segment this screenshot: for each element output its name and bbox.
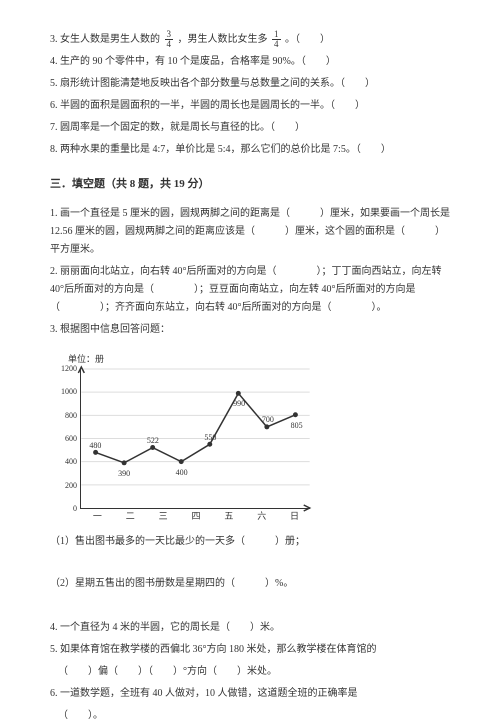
- fill-q6a: 6. 一道数学题，全班有 40 人做对，10 人做错，这道题全班的正确率是: [50, 685, 450, 703]
- line-chart: 0200400600800100012004803905224005509907…: [80, 369, 310, 509]
- x-axis-label: 六: [257, 508, 266, 524]
- y-axis-label: 1000: [53, 385, 77, 399]
- q3-post: 。（ ）: [285, 34, 330, 45]
- q3-mid: ，男生人数比女生多: [178, 34, 268, 45]
- y-axis-label: 0: [53, 502, 77, 516]
- fraction-1-4: 1 4: [272, 30, 281, 49]
- judge-q6: 6. 半圆的面积是圆面积的一半，半圆的周长也是圆周长的一半。（ ）: [50, 97, 450, 115]
- fill-q4: 4. 一个直径为 4 米的半圆，它的周长是（ ）米。: [50, 619, 450, 637]
- fill-q3: 3. 根据图中信息回答问题：: [50, 321, 450, 339]
- judge-q3: 3. 女生人数是男生人数的 3 4 ，男生人数比女生多 1 4 。（ ）: [50, 30, 450, 49]
- judge-q7: 7. 圆周率是一个固定的数，就是周长与直径的比。（ ）: [50, 119, 450, 137]
- data-point-label: 805: [291, 419, 303, 433]
- y-axis-label: 400: [53, 455, 77, 469]
- y-axis-label: 600: [53, 432, 77, 446]
- chart-container: 单位：册 02004006008001000120048039052240055…: [50, 351, 450, 509]
- data-point-label: 390: [118, 467, 130, 481]
- data-point-label: 550: [204, 431, 216, 445]
- y-axis-label: 1200: [53, 362, 77, 376]
- data-point-label: 700: [262, 413, 274, 427]
- x-axis-label: 二: [126, 508, 135, 524]
- y-axis-label: 200: [53, 478, 77, 492]
- data-point-label: 480: [89, 439, 101, 453]
- fill-q6b: （ ）。: [50, 707, 450, 725]
- fraction-3-4: 3 4: [165, 30, 174, 49]
- sub-q2: （2）星期五售出的图书册数是星期四的（ ）%。: [50, 575, 450, 593]
- x-axis-label: 一: [93, 508, 102, 524]
- y-axis-label: 800: [53, 408, 77, 422]
- judge-q5: 5. 扇形统计图能清楚地反映出各个部分数量与总数量之间的关系。（ ）: [50, 75, 450, 93]
- fill-q5b: （ ）偏（ ）（ ）°方向（ ）米处。: [50, 663, 450, 681]
- fill-q2: 2. 丽丽面向北站立，向右转 40°后所面对的方向是（ ）；丁丁面向西站立，向左…: [50, 263, 450, 317]
- x-axis-label: 五: [224, 508, 233, 524]
- data-point-label: 400: [176, 466, 188, 480]
- chart-unit-label: 单位：册: [68, 351, 450, 367]
- data-point-label: 522: [147, 434, 159, 448]
- fill-q1: 1. 画一个直径是 5 厘米的圆，圆规两脚之间的距离是（ ）厘米，如果要画一个周…: [50, 205, 450, 259]
- section-3-title: 三．填空题（共 8 题，共 19 分）: [50, 175, 450, 195]
- chart-svg: [81, 369, 310, 508]
- fill-q5a: 5. 如果体育馆在教学楼的西偏北 36°方向 180 米处，那么教学楼在体育馆的: [50, 641, 450, 659]
- judge-q4: 4. 生产的 90 个零件中，有 10 个是废品，合格率是 90%。（ ）: [50, 53, 450, 71]
- x-axis-label: 四: [191, 508, 200, 524]
- data-point-label: 990: [233, 397, 245, 411]
- sub-q1: （1）售出图书最多的一天比最少的一天多（ ）册；: [50, 533, 450, 551]
- x-axis-label: 日: [290, 508, 299, 524]
- q3-pre: 3. 女生人数是男生人数的: [50, 34, 160, 45]
- judge-q8: 8. 两种水果的重量比是 4:7，单价比是 5:4，那么它们的总价比是 7:5。…: [50, 141, 450, 159]
- x-axis-label: 三: [159, 508, 168, 524]
